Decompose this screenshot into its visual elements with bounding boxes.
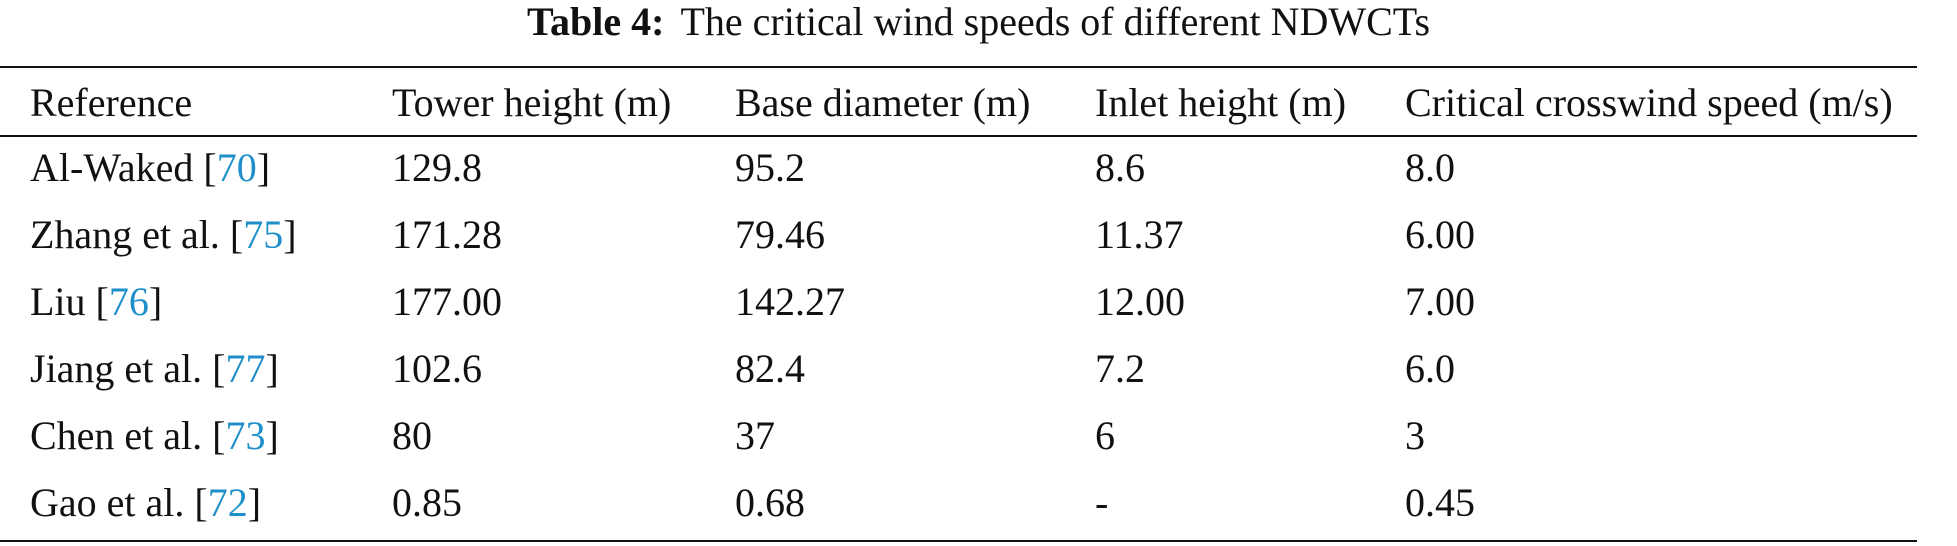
table-row: Al-Waked [70] 129.8 95.2 8.6 8.0 [0, 134, 1957, 201]
base-diameter-cell: 0.68 [735, 480, 805, 525]
critical-speed-cell: 7.00 [1405, 279, 1475, 324]
author-name: Gao et al. [30, 480, 185, 525]
inlet-height-cell: 11.37 [1095, 212, 1184, 257]
tower-height-cell: 80 [392, 413, 432, 458]
tower-height-cell: 0.85 [392, 480, 462, 525]
citation-link[interactable]: 72 [207, 480, 248, 525]
tower-height-cell: 129.8 [392, 145, 482, 190]
author-name: Chen et al. [30, 413, 203, 458]
inlet-height-cell: 12.00 [1095, 279, 1185, 324]
base-diameter-cell: 142.27 [735, 279, 845, 324]
critical-speed-cell: 3 [1405, 413, 1425, 458]
bottom-rule [0, 540, 1917, 542]
inlet-height-cell: 6 [1095, 413, 1115, 458]
column-header-base-diameter: Base diameter (m) [735, 79, 1031, 125]
author-name: Jiang et al. [30, 346, 203, 391]
author-name: Al-Waked [30, 145, 194, 190]
critical-speed-cell: 6.0 [1405, 346, 1455, 391]
table-row: Jiang et al. [77] 102.6 82.4 7.2 6.0 [0, 335, 1957, 402]
table-row: Gao et al. [72] 0.85 0.68 - 0.45 [0, 469, 1957, 536]
author-name: Zhang et al. [30, 212, 220, 257]
citation-link[interactable]: 70 [216, 145, 257, 190]
base-diameter-cell: 82.4 [735, 346, 805, 391]
table-caption-label: Table 4: [526, 0, 665, 44]
inlet-height-cell: - [1095, 480, 1109, 525]
reference-cell: Al-Waked [70] [30, 145, 271, 190]
base-diameter-cell: 79.46 [735, 212, 825, 257]
critical-speed-cell: 8.0 [1405, 145, 1455, 190]
tower-height-cell: 177.00 [392, 279, 502, 324]
critical-speed-cell: 0.45 [1405, 480, 1475, 525]
citation-link[interactable]: 73 [225, 413, 266, 458]
tower-height-cell: 102.6 [392, 346, 482, 391]
column-header-tower-height: Tower height (m) [392, 79, 672, 125]
column-header-reference: Reference [30, 79, 193, 125]
citation-link[interactable]: 77 [225, 346, 266, 391]
reference-cell: Liu [76] [30, 279, 163, 324]
tower-height-cell: 171.28 [392, 212, 502, 257]
base-diameter-cell: 37 [735, 413, 775, 458]
inlet-height-cell: 7.2 [1095, 346, 1145, 391]
header-rule [0, 135, 1917, 137]
citation-link[interactable]: 76 [108, 279, 149, 324]
header-row: Reference Tower height (m) Base diameter… [0, 70, 1957, 134]
reference-cell: Jiang et al. [77] [30, 346, 279, 391]
table-row: Liu [76] 177.00 142.27 12.00 7.00 [0, 268, 1957, 335]
inlet-height-cell: 8.6 [1095, 145, 1145, 190]
citation-link[interactable]: 75 [243, 212, 284, 257]
table-caption-text: The critical wind speeds of different ND… [680, 0, 1431, 44]
reference-cell: Chen et al. [73] [30, 413, 279, 458]
table-caption: Table 4: The critical wind speeds of diff… [0, 0, 1957, 60]
reference-cell: Gao et al. [72] [30, 480, 262, 525]
column-header-critical-speed: Critical crosswind speed (m/s) [1405, 79, 1893, 125]
base-diameter-cell: 95.2 [735, 145, 805, 190]
top-rule [0, 66, 1917, 68]
critical-speed-cell: 6.00 [1405, 212, 1475, 257]
critical-wind-speed-table: Reference Tower height (m) Base diameter… [0, 70, 1957, 536]
table-row: Chen et al. [73] 80 37 6 3 [0, 402, 1957, 469]
reference-cell: Zhang et al. [75] [30, 212, 297, 257]
column-header-inlet-height: Inlet height (m) [1095, 79, 1347, 125]
author-name: Liu [30, 279, 86, 324]
table-row: Zhang et al. [75] 171.28 79.46 11.37 6.0… [0, 201, 1957, 268]
